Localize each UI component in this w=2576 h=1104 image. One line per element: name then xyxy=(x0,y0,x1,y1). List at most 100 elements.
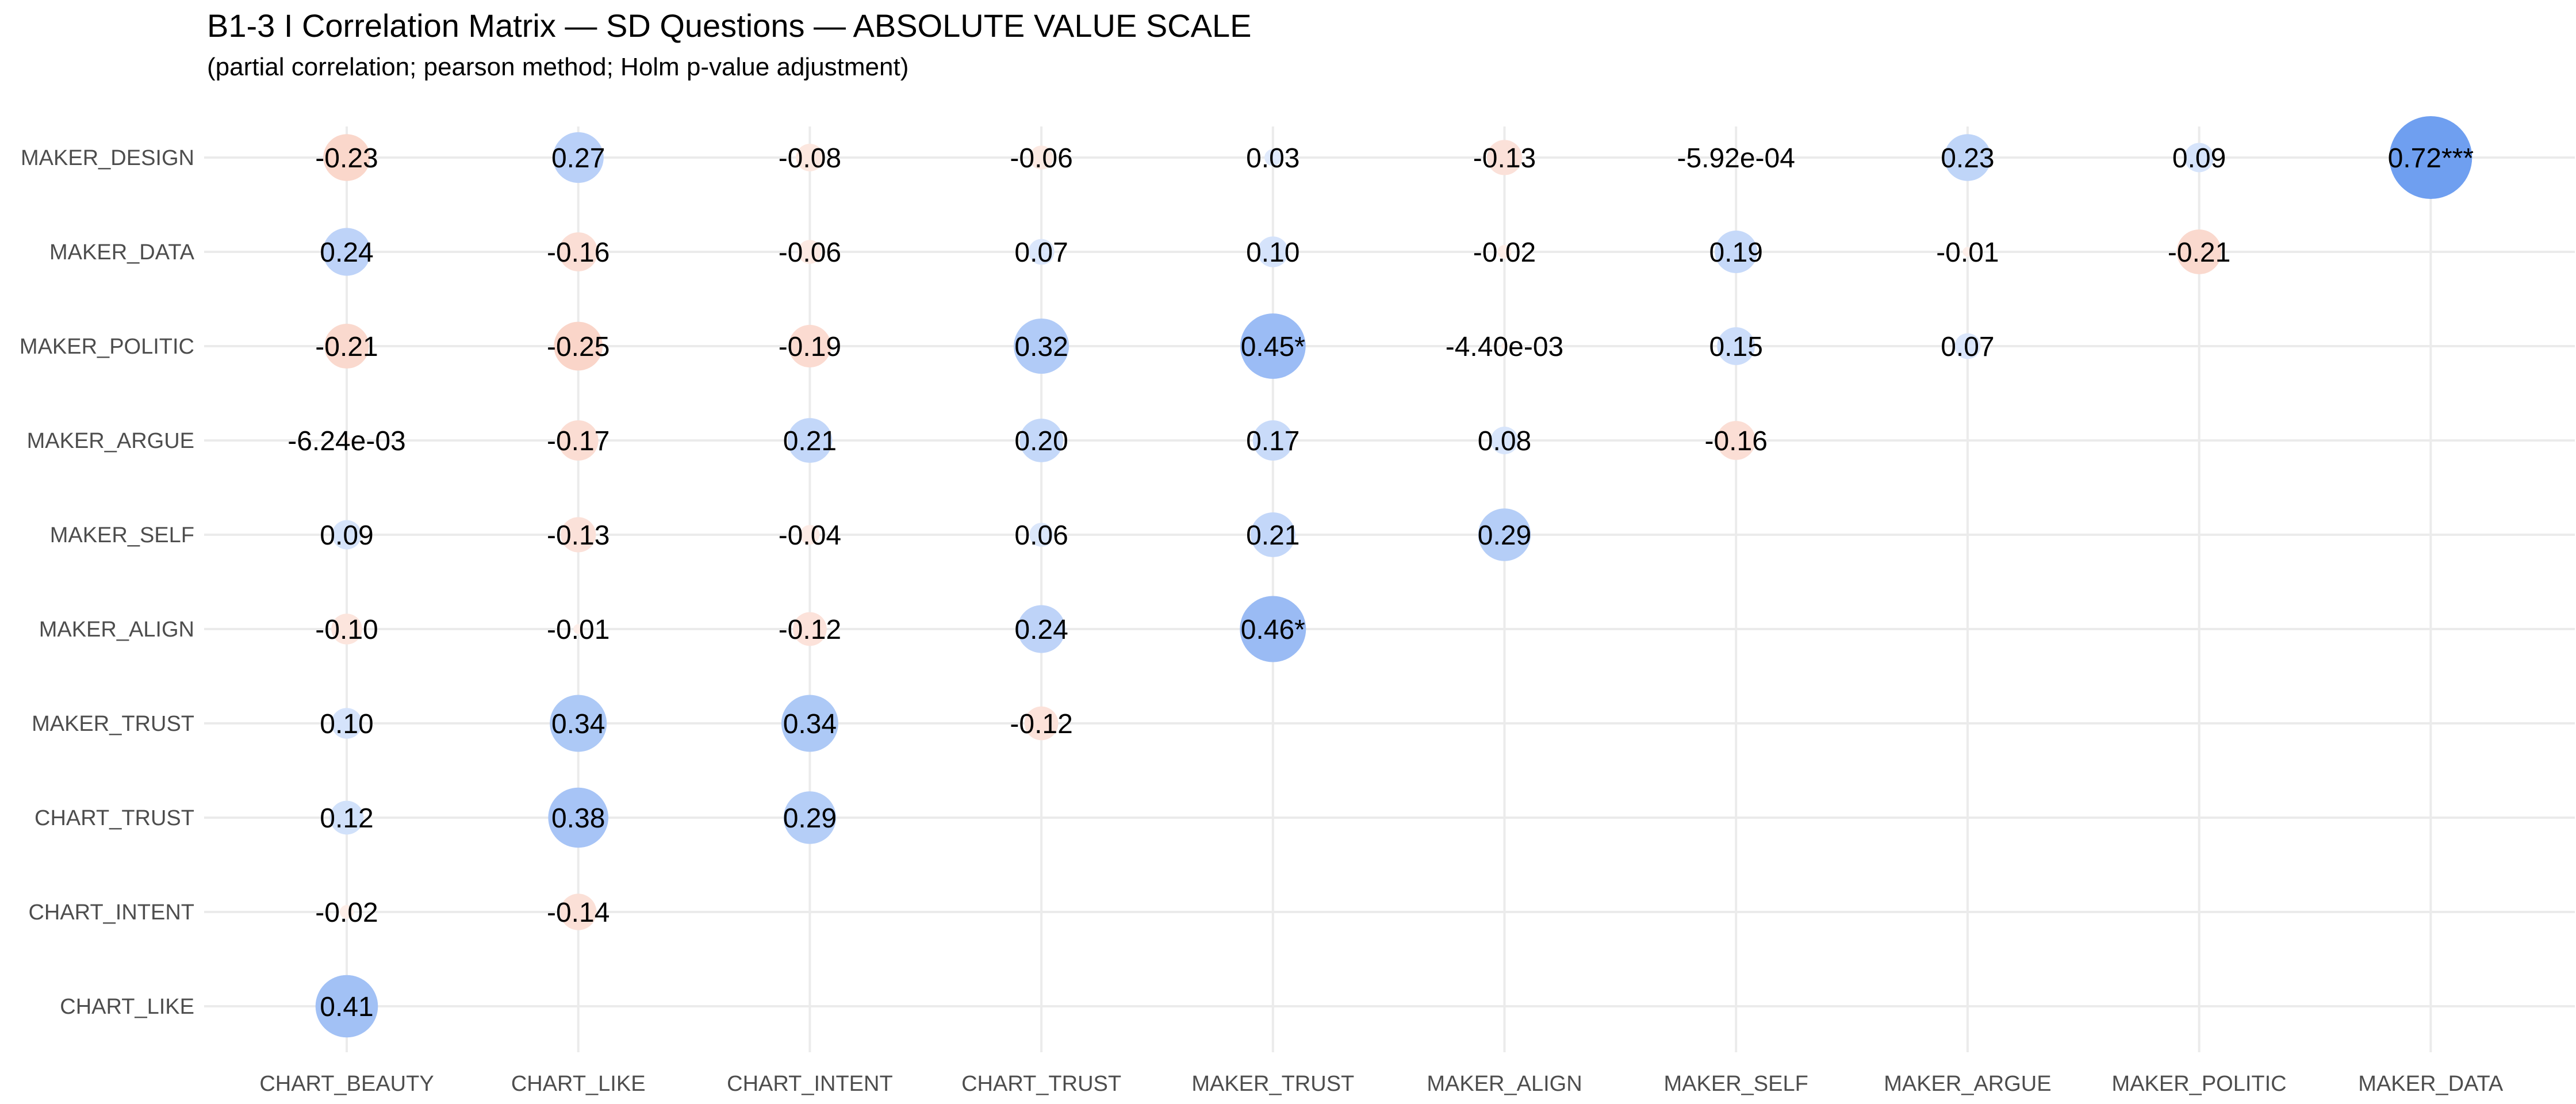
cell-value-labels: -0.23 0.27 -0.08 -0.06 0.03 -0.13 -5.92e-04 0.2… xyxy=(288,143,2474,1022)
chart-title: B1-3 I Correlation Matrix — SD Questions… xyxy=(207,7,1252,44)
bubble-maker-self-maker-argue xyxy=(1716,421,1756,460)
value-label-chart-like-chart-intent: -0.14 xyxy=(547,898,610,928)
value-label-chart-beauty-maker-trust: 0.10 xyxy=(320,709,373,739)
bubble-chart-intent-maker-design xyxy=(796,144,824,171)
value-label-maker-argue-maker-design: 0.23 xyxy=(1941,143,1994,174)
value-label-chart-intent-maker-argue: 0.21 xyxy=(783,426,837,457)
bubble-maker-argue-maker-politic xyxy=(1954,333,1981,359)
x-tick-label-maker-politic: MAKER_POLITIC xyxy=(2112,1072,2287,1096)
y-tick-label-chart-intent: CHART_INTENT xyxy=(28,900,194,925)
value-label-chart-like-maker-align: -0.01 xyxy=(547,615,610,645)
value-label-maker-align-maker-data: -0.02 xyxy=(1473,237,1536,268)
value-label-maker-argue-maker-politic: 0.07 xyxy=(1941,332,1994,362)
bubble-chart-trust-maker-data xyxy=(1028,239,1055,265)
y-tick-label-maker-align: MAKER_ALIGN xyxy=(39,618,194,642)
value-label-maker-argue-maker-data: -0.01 xyxy=(1936,237,1999,268)
bubble-chart-like-maker-politic xyxy=(554,321,603,371)
value-label-chart-trust-maker-trust: -0.12 xyxy=(1010,709,1072,739)
bubble-chart-trust-maker-trust xyxy=(1024,706,1059,741)
value-label-chart-like-maker-self: -0.13 xyxy=(547,520,610,551)
bubble-chart-like-chart-trust xyxy=(548,787,608,848)
value-label-chart-trust-maker-align: 0.24 xyxy=(1014,615,1068,645)
value-label-maker-align-maker-self: 0.29 xyxy=(1478,520,1531,551)
value-label-maker-data-maker-design: 0.72*** xyxy=(2388,143,2474,174)
bubble-maker-trust-maker-politic xyxy=(1240,313,1306,379)
value-label-maker-align-maker-politic: -4.40e-03 xyxy=(1446,332,1563,362)
bubble-maker-align-maker-argue xyxy=(1490,427,1519,454)
value-label-chart-beauty-maker-self: 0.09 xyxy=(320,520,373,551)
bubble-chart-intent-chart-trust xyxy=(783,791,837,844)
x-tick-label-maker-data: MAKER_DATA xyxy=(2358,1072,2504,1096)
x-tick-label-maker-align: MAKER_ALIGN xyxy=(1427,1072,1582,1096)
y-tick-label-maker-design: MAKER_DESIGN xyxy=(21,146,194,170)
y-tick-label-maker-data: MAKER_DATA xyxy=(49,240,195,264)
value-label-chart-beauty-maker-politic: -0.21 xyxy=(315,332,378,362)
value-label-chart-like-maker-politic: -0.25 xyxy=(547,332,610,362)
value-label-chart-beauty-chart-trust: 0.12 xyxy=(320,803,373,834)
y-tick-label-maker-self: MAKER_SELF xyxy=(50,523,194,547)
bubble-chart-intent-maker-self xyxy=(800,525,820,545)
bubble-chart-like-maker-argue xyxy=(558,420,599,461)
bubble-chart-like-maker-align xyxy=(573,624,584,634)
value-label-chart-intent-maker-self: -0.04 xyxy=(779,520,841,551)
bubble-chart-trust-maker-argue xyxy=(1019,419,1063,462)
y-tick-label-maker-politic: MAKER_POLITIC xyxy=(20,335,194,359)
value-label-chart-intent-chart-trust: 0.29 xyxy=(783,803,837,834)
grid-lines xyxy=(204,126,2575,1052)
bubble-maker-trust-maker-design xyxy=(1264,149,1282,166)
x-tick-label-maker-argue: MAKER_ARGUE xyxy=(1884,1072,2051,1096)
bubble-chart-trust-maker-self xyxy=(1029,523,1053,547)
value-label-chart-like-maker-argue: -0.17 xyxy=(547,426,610,457)
bubble-maker-trust-maker-self xyxy=(1250,512,1295,557)
x-tick-label-chart-trust: CHART_TRUST xyxy=(961,1072,1121,1096)
value-label-maker-trust-maker-self: 0.21 xyxy=(1246,520,1300,551)
y-tick-label-maker-argue: MAKER_ARGUE xyxy=(27,429,194,453)
value-label-maker-trust-maker-align: 0.46* xyxy=(1241,615,1305,645)
bubble-maker-politic-maker-data xyxy=(2176,229,2222,274)
value-label-maker-trust-maker-data: 0.10 xyxy=(1246,237,1300,268)
bubble-chart-beauty-maker-data xyxy=(323,228,371,276)
bubble-maker-trust-maker-argue xyxy=(1252,420,1293,461)
bubble-maker-data-maker-design xyxy=(2389,116,2472,199)
value-label-chart-intent-maker-trust: 0.34 xyxy=(783,709,837,739)
bubble-maker-self-maker-data xyxy=(1715,231,1758,273)
bubble-chart-beauty-chart-trust xyxy=(329,800,364,835)
value-label-maker-politic-maker-data: -0.21 xyxy=(2168,237,2230,268)
bubble-maker-align-maker-data xyxy=(1497,245,1512,259)
value-label-chart-beauty-maker-align: -0.10 xyxy=(315,615,378,645)
value-label-chart-trust-maker-data: 0.07 xyxy=(1014,237,1068,268)
bubble-chart-like-maker-self xyxy=(561,517,596,553)
bubble-maker-trust-maker-align xyxy=(1240,596,1306,662)
bubble-maker-self-maker-politic xyxy=(1717,327,1755,365)
y-tick-label-chart-trust: CHART_TRUST xyxy=(34,806,194,830)
value-label-chart-beauty-chart-like: 0.41 xyxy=(320,992,373,1022)
value-label-chart-beauty-maker-design: -0.23 xyxy=(315,143,378,174)
value-label-chart-trust-maker-politic: 0.32 xyxy=(1014,332,1068,362)
bubble-chart-like-maker-design xyxy=(553,132,604,183)
y-tick-label-maker-trust: MAKER_TRUST xyxy=(32,712,194,736)
value-label-maker-politic-maker-design: 0.09 xyxy=(2172,143,2226,174)
bubble-maker-align-maker-design xyxy=(1486,140,1523,175)
bubble-chart-beauty-maker-align xyxy=(331,614,362,645)
value-label-maker-align-maker-design: -0.13 xyxy=(1473,143,1536,174)
correlation-bubbles xyxy=(315,116,2472,1038)
x-tick-label-chart-intent: CHART_INTENT xyxy=(727,1072,893,1096)
value-label-maker-self-maker-politic: 0.15 xyxy=(1709,332,1762,362)
value-label-chart-beauty-maker-argue: -6.24e-03 xyxy=(288,426,405,457)
value-label-chart-intent-maker-politic: -0.19 xyxy=(779,332,841,362)
value-label-maker-trust-maker-politic: 0.45* xyxy=(1241,332,1305,362)
x-tick-label-chart-like: CHART_LIKE xyxy=(511,1072,646,1096)
value-label-chart-like-maker-design: 0.27 xyxy=(551,143,605,174)
value-label-maker-align-maker-argue: 0.08 xyxy=(1478,426,1531,457)
bubble-maker-self-maker-design xyxy=(1735,156,1738,159)
value-label-maker-self-maker-design: -5.92e-04 xyxy=(1677,143,1795,174)
bubble-chart-beauty-chart-intent xyxy=(340,905,354,919)
bubble-chart-beauty-chart-like xyxy=(315,975,378,1038)
bubble-chart-intent-maker-politic xyxy=(788,325,831,367)
bubble-maker-align-maker-politic xyxy=(1501,343,1508,350)
bubble-chart-beauty-maker-politic xyxy=(324,324,369,369)
bubble-chart-intent-maker-trust xyxy=(781,695,838,752)
bubble-maker-argue-maker-design xyxy=(1944,134,1991,181)
bubble-chart-beauty-maker-argue xyxy=(343,436,351,444)
